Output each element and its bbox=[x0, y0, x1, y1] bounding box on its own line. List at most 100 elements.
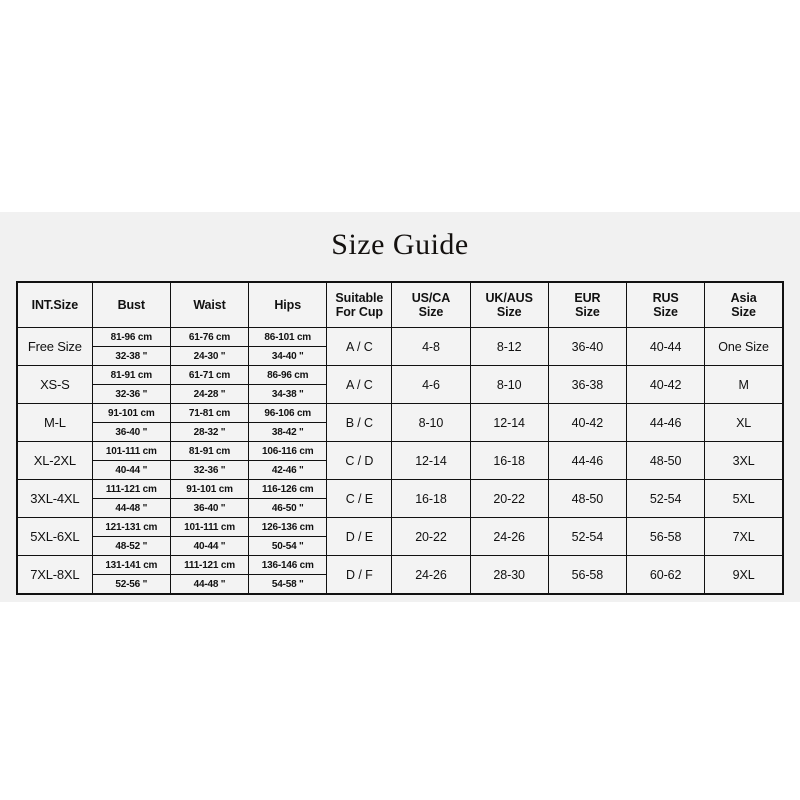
cell-hips-in: 34-40 " bbox=[248, 346, 328, 366]
cell-rus-size: 44-46 bbox=[625, 403, 706, 442]
cell-waist-cm: 71-81 cm bbox=[169, 403, 250, 423]
cell-suitable-for-cup: D / F bbox=[326, 555, 393, 595]
header-eur-line1: EUR bbox=[574, 290, 601, 305]
cell-waist-in: 36-40 " bbox=[169, 498, 250, 518]
header-suitable-for-cup: Suitable For Cup bbox=[326, 281, 393, 328]
header-waist: Waist bbox=[169, 281, 250, 328]
header-asia-size: Asia Size bbox=[704, 281, 784, 328]
cell-hips-cm: 86-96 cm bbox=[248, 365, 328, 385]
header-us-ca-line1: US/CA bbox=[411, 290, 451, 305]
cell-bust-in: 48-52 " bbox=[91, 536, 171, 556]
cell-waist-cm: 101-111 cm bbox=[169, 517, 250, 537]
cell-int-size: XS-S bbox=[16, 365, 93, 404]
cell-bust-cm: 81-96 cm bbox=[91, 327, 171, 347]
header-us-ca-size: US/CA Size bbox=[391, 281, 471, 328]
cell-bust-in: 32-36 " bbox=[91, 384, 171, 404]
cell-int-size: Free Size bbox=[16, 327, 93, 366]
cell-waist-in: 44-48 " bbox=[169, 574, 250, 595]
cell-bust-in: 52-56 " bbox=[91, 574, 171, 595]
cell-eur-size: 44-46 bbox=[547, 441, 628, 480]
cell-us-ca-size: 20-22 bbox=[391, 517, 471, 556]
cell-int-size: M-L bbox=[16, 403, 93, 442]
cell-waist-cm: 81-91 cm bbox=[169, 441, 250, 461]
cell-bust-in: 32-38 " bbox=[91, 346, 171, 366]
cell-bust-in: 44-48 " bbox=[91, 498, 171, 518]
cell-bust-cm: 81-91 cm bbox=[91, 365, 171, 385]
size-guide-table: INT.Size Bust Waist Hips Suitable For Cu… bbox=[16, 281, 784, 595]
header-int-size: INT.Size bbox=[16, 281, 93, 328]
cell-rus-size: 60-62 bbox=[625, 555, 706, 595]
cell-waist-in: 32-36 " bbox=[169, 460, 250, 480]
cell-bust-in: 40-44 " bbox=[91, 460, 171, 480]
cell-rus-size: 56-58 bbox=[625, 517, 706, 556]
cell-hips-in: 38-42 " bbox=[248, 422, 328, 442]
cell-eur-size: 48-50 bbox=[547, 479, 628, 518]
header-rus-line2: Size bbox=[653, 305, 678, 319]
cell-us-ca-size: 16-18 bbox=[391, 479, 471, 518]
cell-asia-size: 3XL bbox=[704, 441, 784, 480]
cell-rus-size: 40-42 bbox=[625, 365, 706, 404]
cell-hips-cm: 86-101 cm bbox=[248, 327, 328, 347]
cell-waist-cm: 111-121 cm bbox=[169, 555, 250, 575]
header-bust: Bust bbox=[91, 281, 171, 328]
cell-asia-size: One Size bbox=[704, 327, 784, 366]
table-header: INT.Size Bust Waist Hips Suitable For Cu… bbox=[16, 281, 784, 328]
table-row-inches: 48-52 " 40-44 " 50-54 " bbox=[17, 536, 783, 556]
cell-rus-size: 40-44 bbox=[625, 327, 706, 366]
cell-hips-in: 42-46 " bbox=[248, 460, 328, 480]
header-row: INT.Size Bust Waist Hips Suitable For Cu… bbox=[16, 281, 784, 328]
cell-rus-size: 52-54 bbox=[625, 479, 706, 518]
table-row: XS-S 81-91 cm 61-71 cm 86-96 cm A / C 4-6 8-10… bbox=[16, 365, 784, 404]
header-suitable-for-cup-line2: For Cup bbox=[335, 305, 383, 319]
cell-suitable-for-cup: A / C bbox=[326, 327, 393, 366]
cell-waist-in: 24-28 " bbox=[169, 384, 250, 404]
cell-uk-aus-size: 8-10 bbox=[469, 365, 549, 404]
cell-int-size: 7XL-8XL bbox=[16, 555, 93, 595]
header-rus-size: RUS Size bbox=[625, 281, 706, 328]
cell-bust-in: 36-40 " bbox=[91, 422, 171, 442]
cell-us-ca-size: 12-14 bbox=[391, 441, 471, 480]
cell-eur-size: 36-40 bbox=[547, 327, 628, 366]
cell-int-size: XL-2XL bbox=[16, 441, 93, 480]
cell-bust-cm: 121-131 cm bbox=[91, 517, 171, 537]
cell-asia-size: M bbox=[704, 365, 784, 404]
cell-hips-cm: 106-116 cm bbox=[248, 441, 328, 461]
header-asia-line2: Size bbox=[731, 305, 756, 319]
size-guide-table-container: INT.Size Bust Waist Hips Suitable For Cu… bbox=[16, 281, 784, 595]
cell-waist-in: 24-30 " bbox=[169, 346, 250, 366]
cell-waist-in: 28-32 " bbox=[169, 422, 250, 442]
cell-suitable-for-cup: D / E bbox=[326, 517, 393, 556]
header-suitable-for-cup-line1: Suitable bbox=[335, 290, 384, 305]
table-row-inches: 44-48 " 36-40 " 46-50 " bbox=[17, 498, 783, 518]
cell-asia-size: 5XL bbox=[704, 479, 784, 518]
cell-waist-cm: 61-71 cm bbox=[169, 365, 250, 385]
cell-bust-cm: 101-111 cm bbox=[91, 441, 171, 461]
header-hips: Hips bbox=[248, 281, 328, 328]
cell-suitable-for-cup: C / D bbox=[326, 441, 393, 480]
header-uk-aus-size: UK/AUS Size bbox=[469, 281, 549, 328]
table-row: 3XL-4XL 111-121 cm 91-101 cm 116-126 cm C / … bbox=[16, 479, 784, 518]
table-row: 5XL-6XL 121-131 cm 101-111 cm 126-136 cm D /… bbox=[16, 517, 784, 556]
header-uk-aus-line2: Size bbox=[496, 305, 522, 319]
cell-hips-in: 54-58 " bbox=[248, 574, 328, 595]
cell-eur-size: 40-42 bbox=[547, 403, 628, 442]
cell-rus-size: 48-50 bbox=[625, 441, 706, 480]
cell-hips-cm: 116-126 cm bbox=[248, 479, 328, 499]
cell-waist-in: 40-44 " bbox=[169, 536, 250, 556]
cell-hips-cm: 96-106 cm bbox=[248, 403, 328, 423]
cell-uk-aus-size: 20-22 bbox=[469, 479, 549, 518]
cell-uk-aus-size: 8-12 bbox=[469, 327, 549, 366]
page-title: Size Guide bbox=[331, 228, 469, 261]
table-row-inches: 32-36 " 24-28 " 34-38 " bbox=[17, 384, 783, 404]
cell-suitable-for-cup: C / E bbox=[326, 479, 393, 518]
cell-int-size: 3XL-4XL bbox=[16, 479, 93, 518]
cell-hips-cm: 126-136 cm bbox=[248, 517, 328, 537]
cell-suitable-for-cup: A / C bbox=[326, 365, 393, 404]
table-row: M-L 91-101 cm 71-81 cm 96-106 cm B / C 8-10 12… bbox=[16, 403, 784, 442]
cell-suitable-for-cup: B / C bbox=[326, 403, 393, 442]
cell-us-ca-size: 24-26 bbox=[391, 555, 471, 595]
